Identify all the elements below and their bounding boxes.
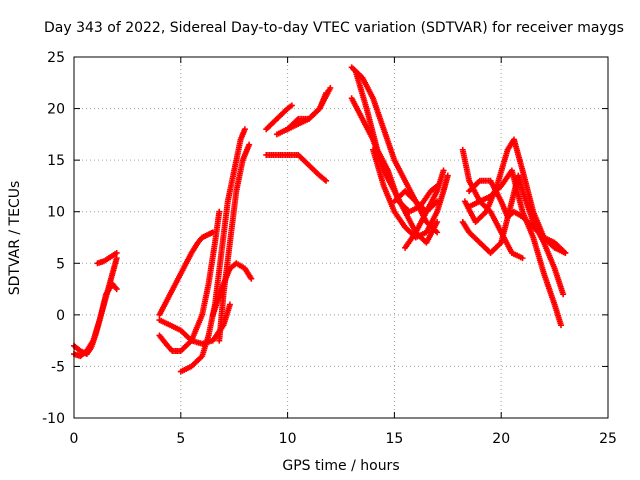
y-axis-label: SDTVAR / TECUs [7,181,23,296]
data-point [241,126,248,133]
x-tick-label: 5 [176,431,185,447]
y-tick-label: 15 [47,153,65,169]
grid [74,57,608,418]
data-point [519,255,526,262]
x-tick-label: 25 [599,431,617,447]
data-point [434,198,441,205]
series-arc-24 [466,198,526,262]
chart-title: Day 343 of 2022, Sidereal Day-to-day VTE… [44,20,624,36]
data-point [444,172,451,179]
series-arc-9 [209,260,255,318]
x-tick-label: 20 [492,431,510,447]
series-arc-13 [284,90,330,133]
data-point [113,249,120,256]
y-tick-label: 0 [56,308,65,324]
data-points [71,64,569,375]
y-tick-label: 10 [47,205,65,221]
data-point [562,249,569,256]
data-point [327,84,334,91]
series-arc-16 [348,95,441,246]
data-point [560,291,567,298]
data-point [434,219,441,226]
series-arc-19 [391,188,441,215]
data-point [558,322,565,329]
series-arc-2 [71,280,120,360]
data-point [248,275,255,282]
data-point [246,141,253,148]
x-tick-label: 15 [385,431,403,447]
series-arc-18 [402,167,447,251]
y-tick-label: -10 [42,411,65,427]
data-point [440,167,447,174]
series-arc-22 [461,136,569,256]
series-arc-10 [263,102,295,133]
axis-ticks: 0 5 10 15 20 25 -10 -5 0 5 10 15 20 25 [42,50,617,447]
y-tick-label: 20 [47,102,65,118]
series-arc-4 [156,208,223,354]
x-tick-label: 10 [279,431,297,447]
data-point [434,229,441,236]
series-arc-5 [156,229,216,318]
series-arc-12 [263,151,330,184]
data-point [209,229,216,236]
series-arc-23 [466,177,569,256]
data-point [216,208,223,215]
y-tick-label: 25 [47,50,65,66]
data-point [288,102,295,109]
data-point [113,255,120,262]
data-point [323,90,330,97]
y-tick-label: 5 [56,256,65,272]
series-arc-6 [156,301,233,347]
data-point [323,177,330,184]
y-tick-label: -5 [51,359,65,375]
data-point [113,286,120,293]
series-arc-3 [94,249,120,267]
series-arc-17 [370,146,451,241]
x-tick-label: 0 [70,431,79,447]
series-arc-1 [71,255,120,358]
plot-frame [73,56,609,419]
x-axis-label: GPS time / hours [282,458,399,474]
data-point [226,301,233,308]
series-arc-7 [177,126,248,375]
